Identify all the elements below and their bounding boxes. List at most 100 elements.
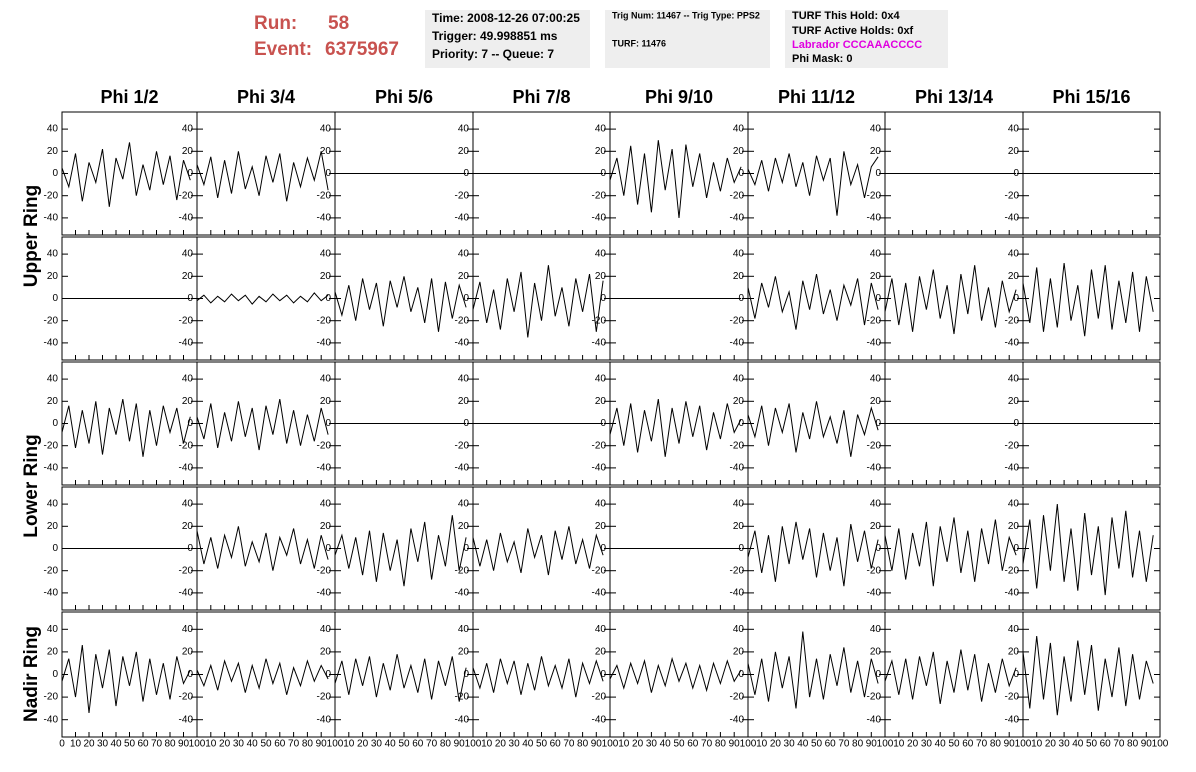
y-tick-label: 20 xyxy=(595,647,607,658)
y-tick-label: -40 xyxy=(1005,463,1020,474)
y-tick-label: 0 xyxy=(875,293,881,304)
x-tick-label: 10 xyxy=(205,739,217,750)
waveform xyxy=(61,142,191,207)
y-tick-label: 40 xyxy=(595,499,607,510)
x-tick-label: 20 xyxy=(632,739,644,750)
y-tick-label: 0 xyxy=(463,293,469,304)
y-tick-label: 0 xyxy=(463,418,469,429)
y-tick-label: -20 xyxy=(592,565,607,576)
y-tick-label: -20 xyxy=(730,440,745,451)
waveform xyxy=(884,649,1017,704)
info-text: TURF Active Holds: 0xf xyxy=(792,25,914,37)
y-tick-label: 20 xyxy=(595,146,607,157)
x-tick-label: 50 xyxy=(811,739,823,750)
y-tick-label: 20 xyxy=(1008,396,1020,407)
waveform xyxy=(196,151,329,202)
x-tick-label: 30 xyxy=(509,739,521,750)
y-tick-label: 20 xyxy=(47,396,59,407)
y-tick-label: 0 xyxy=(875,543,881,554)
y-tick-label: 40 xyxy=(320,249,332,260)
x-tick-label: 100 xyxy=(877,739,894,750)
x-tick-label: 20 xyxy=(83,739,95,750)
column-title: Phi 15/16 xyxy=(1052,87,1130,107)
x-tick-label: 70 xyxy=(426,739,438,750)
y-tick-label: 0 xyxy=(187,293,193,304)
x-tick-label: 20 xyxy=(495,739,507,750)
x-tick-label: 90 xyxy=(1004,739,1016,750)
y-tick-label: 20 xyxy=(1008,146,1020,157)
x-tick-label: 40 xyxy=(935,739,947,750)
y-tick-label: -40 xyxy=(867,463,882,474)
y-tick-label: 0 xyxy=(325,543,331,554)
y-tick-label: -40 xyxy=(317,213,332,224)
x-tick-label: 70 xyxy=(563,739,575,750)
x-tick-label: 50 xyxy=(536,739,548,750)
y-tick-label: 40 xyxy=(458,249,470,260)
y-tick-label: 40 xyxy=(458,374,470,385)
y-tick-label: 40 xyxy=(870,499,882,510)
info-text: TURF This Hold: 0x4 xyxy=(792,10,900,22)
x-tick-label: 40 xyxy=(110,739,122,750)
column-title: Phi 7/8 xyxy=(512,87,570,107)
x-tick-label: 60 xyxy=(550,739,562,750)
y-tick-label: 0 xyxy=(187,669,193,680)
x-tick-label: 50 xyxy=(398,739,410,750)
waveform xyxy=(61,399,191,457)
y-tick-label: -20 xyxy=(867,315,882,326)
run-label: Run: xyxy=(254,13,297,34)
y-tick-label: 20 xyxy=(870,647,882,658)
y-tick-label: -40 xyxy=(317,588,332,599)
y-tick-label: -20 xyxy=(1005,692,1020,703)
y-tick-label: -20 xyxy=(455,565,470,576)
y-tick-label: -40 xyxy=(179,588,194,599)
info-box xyxy=(425,10,590,68)
y-tick-label: 0 xyxy=(325,168,331,179)
y-tick-label: 20 xyxy=(458,396,470,407)
info-text: Trig Num: 11467 -- Trig Type: PPS2 xyxy=(612,10,760,20)
y-tick-label: 40 xyxy=(595,249,607,260)
y-tick-label: 40 xyxy=(733,374,745,385)
x-tick-label: 50 xyxy=(673,739,685,750)
x-tick-label: 20 xyxy=(1045,739,1057,750)
x-tick-label: 40 xyxy=(522,739,534,750)
y-tick-label: 20 xyxy=(870,146,882,157)
x-tick-label: 50 xyxy=(948,739,960,750)
y-tick-label: -40 xyxy=(44,588,59,599)
y-tick-label: 40 xyxy=(47,499,59,510)
y-tick-label: -20 xyxy=(1005,190,1020,201)
x-tick-label: 70 xyxy=(1113,739,1125,750)
y-tick-label: 40 xyxy=(47,249,59,260)
y-tick-label: 0 xyxy=(600,168,606,179)
y-tick-label: 0 xyxy=(52,418,58,429)
column-title: Phi 1/2 xyxy=(100,87,158,107)
x-tick-label: 80 xyxy=(440,739,452,750)
y-tick-label: -20 xyxy=(730,315,745,326)
x-tick-label: 80 xyxy=(164,739,176,750)
y-tick-label: -40 xyxy=(455,213,470,224)
y-tick-label: -40 xyxy=(867,338,882,349)
y-tick-label: 40 xyxy=(870,624,882,635)
waveform xyxy=(61,645,191,713)
x-tick-label: 70 xyxy=(838,739,850,750)
y-tick-label: 20 xyxy=(47,647,59,658)
y-tick-label: 20 xyxy=(182,146,194,157)
y-tick-label: 0 xyxy=(875,669,881,680)
y-tick-label: -40 xyxy=(592,463,607,474)
y-tick-label: 0 xyxy=(600,669,606,680)
x-tick-label: 60 xyxy=(962,739,974,750)
waveform xyxy=(747,521,879,587)
y-tick-label: -40 xyxy=(592,213,607,224)
y-tick-label: 0 xyxy=(1013,669,1019,680)
y-tick-label: 0 xyxy=(1013,293,1019,304)
x-tick-label: 90 xyxy=(454,739,466,750)
x-tick-label: 30 xyxy=(646,739,658,750)
y-tick-label: 40 xyxy=(182,374,194,385)
y-tick-label: 20 xyxy=(595,271,607,282)
y-tick-label: -40 xyxy=(44,338,59,349)
y-tick-label: 20 xyxy=(47,521,59,532)
y-tick-label: -20 xyxy=(455,315,470,326)
y-tick-label: 0 xyxy=(1013,543,1019,554)
x-tick-label: 10 xyxy=(756,739,768,750)
y-tick-label: 40 xyxy=(458,499,470,510)
y-tick-label: 40 xyxy=(320,624,332,635)
